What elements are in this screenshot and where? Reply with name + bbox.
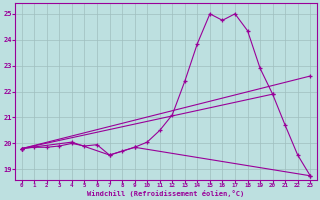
X-axis label: Windchill (Refroidissement éolien,°C): Windchill (Refroidissement éolien,°C) [87,190,244,197]
